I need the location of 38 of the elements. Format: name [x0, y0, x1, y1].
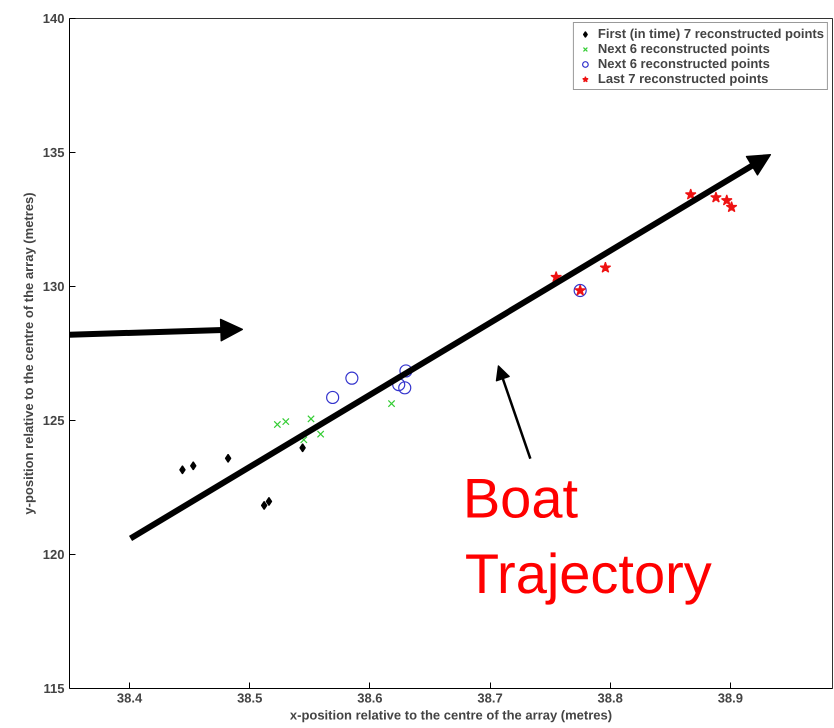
- x-tick-label: 38.9: [718, 690, 744, 706]
- point: [224, 454, 232, 463]
- point: [326, 390, 340, 404]
- y-tick-label: 125: [42, 413, 65, 428]
- point: [282, 418, 290, 426]
- point: [190, 461, 197, 470]
- x-tick-label: 38.4: [116, 690, 143, 706]
- legend-label: Last 7 reconstructed points: [598, 71, 768, 86]
- y-axis-title: y-position relative to the centre of the array (metres): [20, 192, 36, 515]
- point: [266, 496, 272, 506]
- legend-label: Next 6 reconstructed points: [598, 41, 770, 56]
- y-tick-label: 130: [42, 279, 65, 294]
- point: [710, 191, 722, 203]
- point: [179, 465, 186, 474]
- x-tick-label: 38.8: [598, 690, 623, 706]
- legend-label: Next 6 reconstructed points: [598, 56, 770, 71]
- annotation: Boat Trajectory: [462, 466, 712, 605]
- y-tick-label: 115: [44, 681, 65, 696]
- y-tick-label: 120: [42, 547, 65, 562]
- y-tick-label: 140: [42, 11, 65, 26]
- point: [316, 430, 324, 438]
- point: [260, 500, 268, 510]
- x-axis-title: x-position relative to the centre of the array (metres): [290, 708, 612, 722]
- point: [684, 188, 697, 200]
- point: [720, 194, 733, 206]
- x-tick-label: 38.6: [357, 690, 383, 706]
- point: [345, 372, 358, 385]
- legend-label: First (in time) 7 reconstructed points: [598, 26, 824, 41]
- point: [274, 420, 282, 428]
- point: [307, 415, 315, 423]
- y-tick-label: 135: [42, 145, 65, 160]
- point: [388, 400, 396, 408]
- x-tick-label: 38.5: [237, 690, 262, 706]
- point: [600, 262, 612, 273]
- point: [726, 201, 738, 212]
- x-tick-label: 38.7: [477, 690, 503, 706]
- point: [398, 381, 412, 394]
- point: [299, 443, 306, 452]
